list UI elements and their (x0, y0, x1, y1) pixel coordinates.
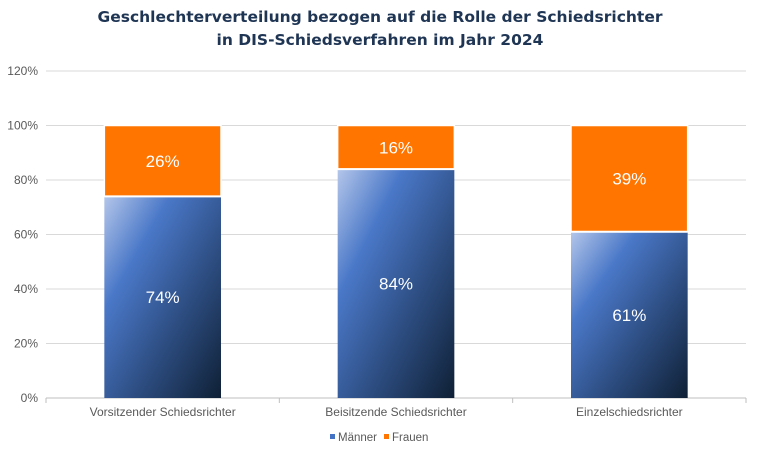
data-label: 84% (379, 275, 413, 294)
y-tick-label: 60% (14, 228, 38, 242)
bar-frauen (336, 124, 456, 170)
y-tick-label: 40% (14, 282, 38, 296)
data-label: 61% (612, 306, 646, 325)
category-label: Einzelschiedsrichter (576, 405, 683, 419)
chart-title-line-1: Geschlechterverteilung bezogen auf die R… (97, 8, 663, 26)
bar-frauen (103, 124, 222, 198)
chart-title-line-2: in DIS-Schiedsverfahren im Jahr 2024 (216, 31, 544, 49)
category-label: Beisitzende Schiedsrichter (325, 405, 466, 419)
y-tick-label: 0% (21, 391, 39, 405)
legend: Männer Frauen (330, 432, 428, 444)
y-tick-label: 20% (14, 337, 38, 351)
category-label: Vorsitzender Schiedsrichter (90, 405, 236, 419)
bar-maenner (337, 169, 455, 398)
bar-layer (103, 124, 689, 398)
bar-maenner (571, 231, 688, 398)
legend-swatch-maenner (330, 434, 335, 439)
bar-frauen (570, 124, 689, 233)
data-label: 16% (379, 138, 413, 157)
legend-swatch-frauen (384, 434, 389, 439)
bar-maenner (104, 196, 221, 398)
legend-label-maenner: Männer (338, 432, 377, 444)
label-layer: 74% 26% Vorsitzender Schiedsrichter 84% 16% B… (90, 138, 683, 419)
data-label: 26% (146, 152, 180, 171)
y-tick-label: 80% (14, 173, 38, 187)
legend-label-frauen: Frauen (392, 432, 428, 444)
data-label: 39% (612, 170, 646, 189)
data-label: 74% (146, 288, 180, 307)
y-tick-label: 120% (7, 64, 38, 78)
y-tick-label: 100% (7, 119, 38, 133)
chart-title: Geschlechterverteilung bezogen auf die R… (0, 6, 760, 52)
